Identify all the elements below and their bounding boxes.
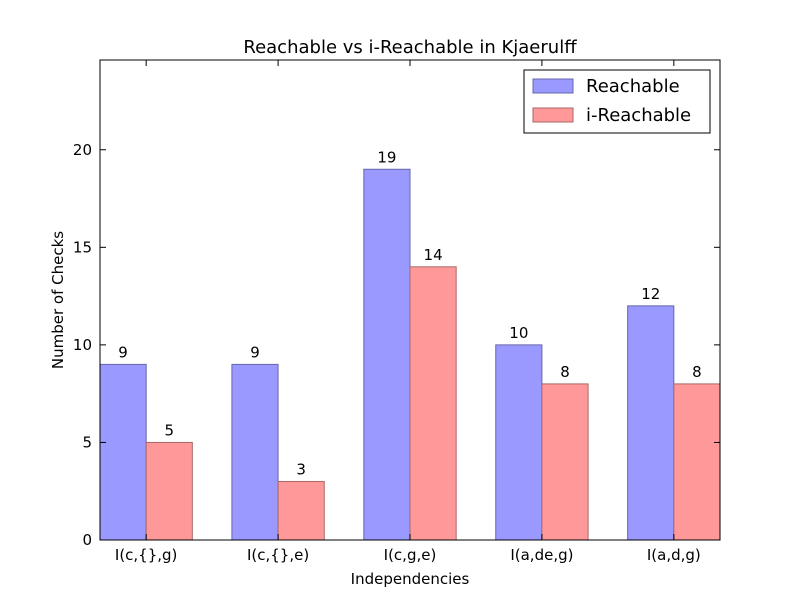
legend-label: i-Reachable [586, 105, 691, 126]
data-label: 3 [296, 460, 306, 478]
bar-reachable-4 [627, 305, 675, 541]
bar-i-reachable-2 [409, 266, 457, 541]
bar-i-reachable-0 [145, 441, 193, 541]
legend: Reachable i-Reachable [523, 69, 711, 134]
x-tick-label: I(c,{},e) [247, 546, 309, 564]
y-tick-label: 20 [73, 141, 92, 159]
bar-i-reachable-4 [673, 383, 721, 541]
bar-i-reachable-1 [277, 480, 325, 541]
legend-swatch [532, 78, 574, 94]
x-tick-label: I(a,d,g) [647, 546, 701, 564]
plot-area: 9 9 19 10 12 5 3 14 8 8 0 5 10 15 20 I(c,{},g) I(c,{},e)… [73, 59, 721, 564]
data-label: 9 [250, 343, 260, 361]
y-tick-label: 0 [82, 531, 92, 549]
x-tick-label: I(c,g,e) [384, 546, 437, 564]
data-label: 14 [424, 246, 443, 264]
chart-title: Reachable vs i-Reachable in Kjaerulff [243, 37, 577, 58]
legend-swatch [532, 107, 574, 123]
data-label: 19 [377, 148, 396, 166]
bar-reachable-1 [231, 363, 279, 541]
data-label: 10 [509, 324, 528, 342]
y-tick-label: 10 [73, 336, 92, 354]
data-label: 12 [641, 285, 660, 303]
y-tick-label: 5 [82, 433, 92, 451]
bar-reachable-0 [99, 363, 147, 541]
bar-reachable-3 [495, 344, 543, 541]
data-label: 8 [692, 363, 702, 381]
bar-reachable-2 [363, 168, 411, 541]
data-label: 9 [118, 343, 128, 361]
y-tick-label: 15 [73, 238, 92, 256]
x-axis-label: Independencies [351, 570, 470, 588]
bar-i-reachable-3 [541, 383, 589, 541]
legend-label: Reachable [586, 76, 680, 97]
data-label: 8 [560, 363, 570, 381]
x-tick-label: I(c,{},g) [115, 546, 178, 564]
data-label: 5 [164, 421, 174, 439]
y-axis-label: Number of Checks [49, 231, 67, 369]
x-tick-label: I(a,de,g) [510, 546, 573, 564]
